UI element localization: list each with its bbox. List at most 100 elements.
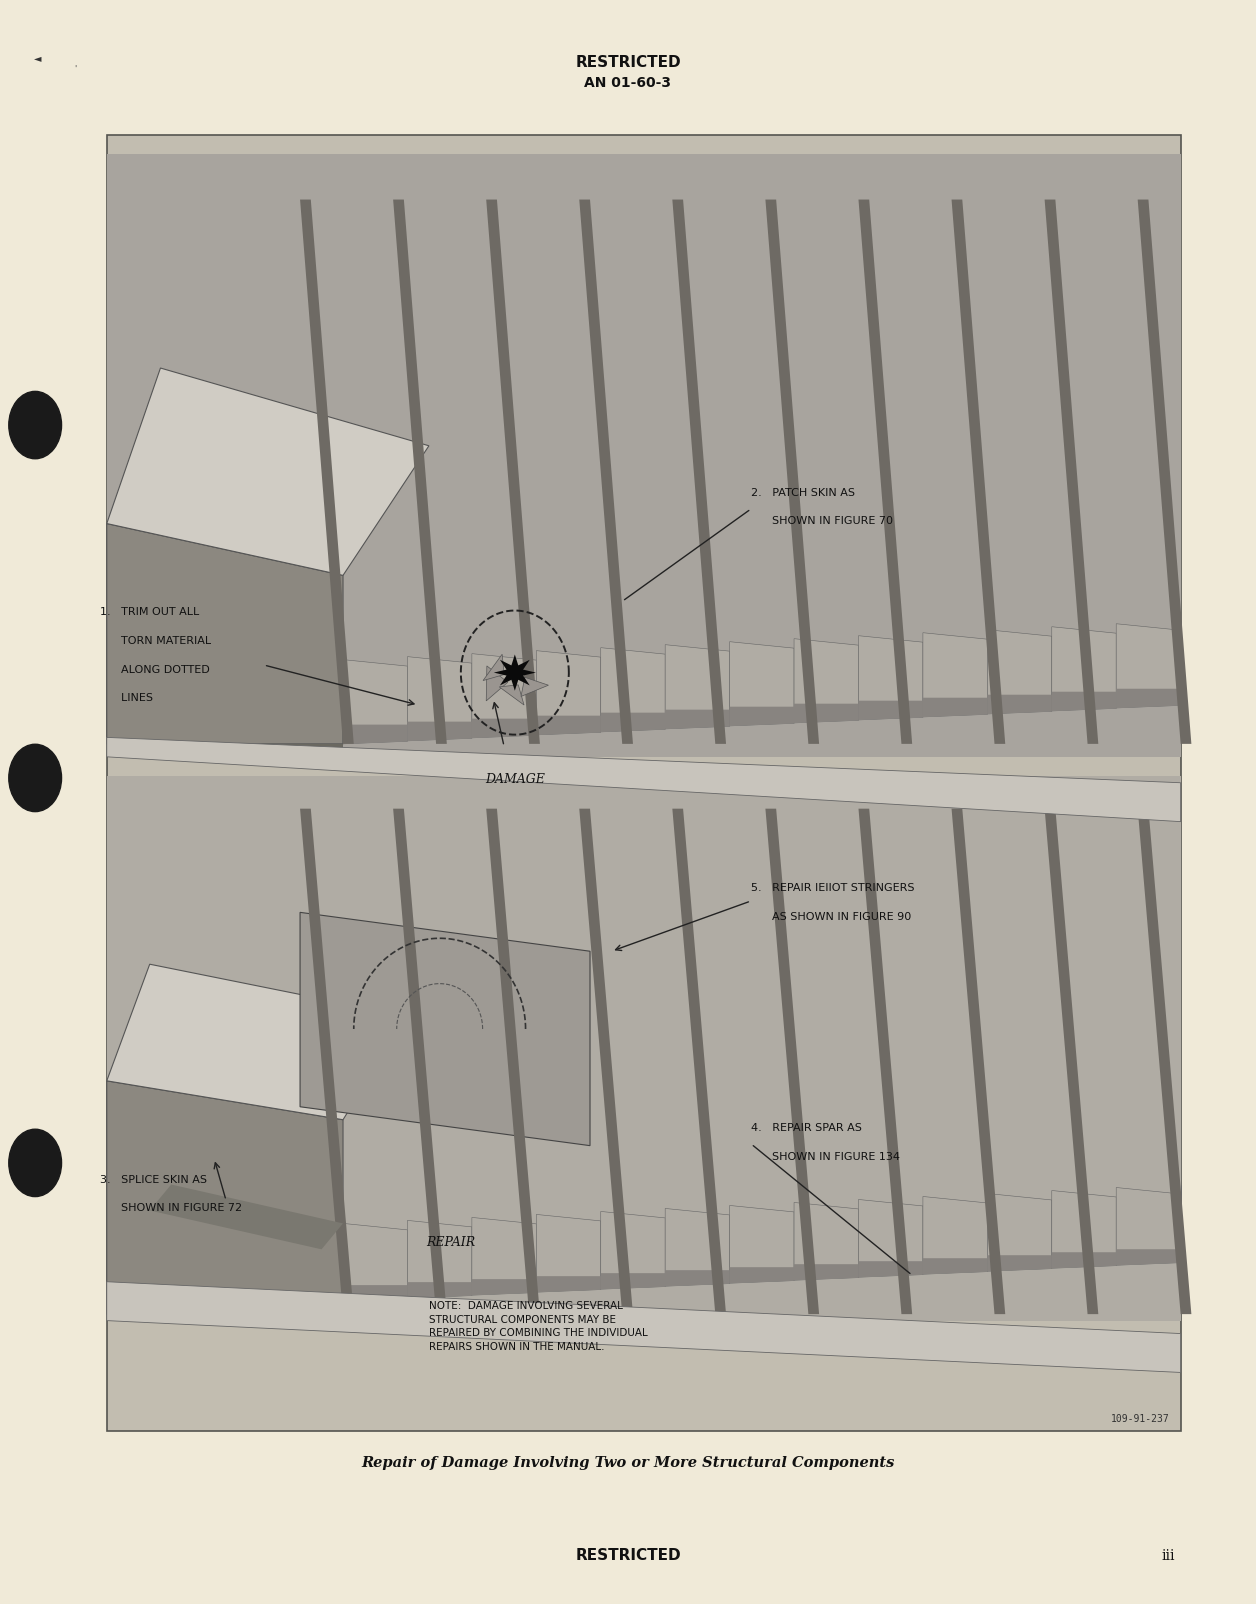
Polygon shape [1045, 808, 1098, 1314]
Polygon shape [666, 709, 730, 728]
Text: iii: iii [1162, 1549, 1174, 1562]
Polygon shape [107, 367, 430, 576]
Polygon shape [1117, 688, 1181, 707]
Polygon shape [600, 1274, 666, 1290]
Polygon shape [859, 1261, 923, 1277]
Polygon shape [407, 1221, 472, 1298]
Polygon shape [859, 199, 912, 744]
Polygon shape [859, 1200, 923, 1277]
Polygon shape [1117, 1250, 1181, 1266]
Polygon shape [107, 1282, 1181, 1373]
Polygon shape [1138, 808, 1192, 1314]
Polygon shape [952, 808, 1005, 1314]
Polygon shape [472, 1217, 536, 1294]
Polygon shape [484, 654, 504, 680]
Polygon shape [107, 1081, 343, 1314]
Polygon shape [536, 1214, 600, 1293]
Polygon shape [300, 808, 354, 1314]
Polygon shape [1051, 627, 1117, 711]
Text: NOTE:  DAMAGE INVOLVING SEVERAL
STRUCTURAL COMPONENTS MAY BE
REPAIRED BY COMBINI: NOTE: DAMAGE INVOLVING SEVERAL STRUCTURA… [430, 1301, 648, 1352]
Text: 5.   REPAIR IEIIОТ STRINGERS: 5. REPAIR IEIIОТ STRINGERS [751, 882, 914, 893]
Polygon shape [486, 666, 507, 701]
Polygon shape [765, 808, 819, 1314]
Polygon shape [486, 808, 540, 1314]
Polygon shape [107, 738, 1181, 821]
Polygon shape [1051, 1190, 1117, 1269]
Text: ': ' [74, 64, 77, 74]
Polygon shape [300, 913, 590, 1145]
Polygon shape [859, 808, 912, 1314]
Text: SHOWN IN FIGURE 70: SHOWN IN FIGURE 70 [751, 516, 893, 526]
Polygon shape [859, 635, 923, 720]
Polygon shape [579, 808, 633, 1314]
Polygon shape [107, 776, 1181, 1320]
Text: AS SHOWN IN FIGURE 90: AS SHOWN IN FIGURE 90 [751, 911, 912, 922]
Text: SHOWN IN FIGURE 134: SHOWN IN FIGURE 134 [751, 1152, 901, 1161]
Polygon shape [393, 199, 447, 744]
Text: TORN MATERIAL: TORN MATERIAL [100, 635, 211, 646]
Polygon shape [987, 1256, 1051, 1272]
Text: ALONG DOTTED: ALONG DOTTED [100, 664, 210, 675]
Polygon shape [923, 1258, 987, 1274]
Text: SHOWN IN FIGURE 72: SHOWN IN FIGURE 72 [100, 1203, 242, 1213]
Text: RESTRICTED: RESTRICTED [575, 1548, 681, 1564]
Polygon shape [343, 1224, 407, 1301]
Text: 1.   TRIM OUT ALL: 1. TRIM OUT ALL [100, 606, 200, 618]
Polygon shape [472, 719, 536, 738]
Polygon shape [486, 199, 540, 744]
Polygon shape [521, 677, 549, 696]
Text: Repair of Damage Involving Two or More Structural Components: Repair of Damage Involving Two or More S… [362, 1456, 894, 1469]
Text: 4.   REPAIR SPAR AS: 4. REPAIR SPAR AS [751, 1123, 862, 1132]
Polygon shape [107, 964, 407, 1120]
Polygon shape [107, 523, 343, 744]
Text: 109-91-237: 109-91-237 [1112, 1415, 1169, 1424]
Polygon shape [300, 199, 354, 744]
Polygon shape [730, 642, 794, 727]
Polygon shape [666, 645, 730, 728]
Polygon shape [107, 154, 1181, 757]
Polygon shape [923, 632, 987, 717]
Text: DAMAGE: DAMAGE [485, 773, 545, 786]
Polygon shape [600, 648, 666, 731]
Polygon shape [952, 199, 1005, 744]
Polygon shape [765, 199, 819, 744]
Polygon shape [1051, 691, 1117, 711]
Text: 2.   PATCH SKIN AS: 2. PATCH SKIN AS [751, 488, 855, 497]
Polygon shape [600, 712, 666, 731]
Text: LINES: LINES [100, 693, 153, 704]
Polygon shape [859, 701, 923, 720]
Polygon shape [666, 1208, 730, 1286]
Polygon shape [923, 1197, 987, 1274]
Polygon shape [730, 1267, 794, 1283]
Polygon shape [600, 1211, 666, 1290]
Polygon shape [1117, 1187, 1181, 1266]
Polygon shape [987, 695, 1051, 714]
Polygon shape [1045, 199, 1098, 744]
Polygon shape [107, 744, 343, 757]
Polygon shape [494, 654, 536, 691]
Circle shape [9, 391, 62, 459]
Polygon shape [407, 656, 472, 741]
Polygon shape [536, 1277, 600, 1293]
Text: REPAIR: REPAIR [426, 1237, 475, 1250]
Polygon shape [794, 1264, 859, 1280]
Polygon shape [343, 659, 407, 744]
Circle shape [9, 744, 62, 812]
Circle shape [9, 1129, 62, 1197]
Polygon shape [672, 199, 726, 744]
Polygon shape [393, 808, 447, 1314]
Text: RESTRICTED: RESTRICTED [575, 55, 681, 71]
Polygon shape [1051, 1253, 1117, 1269]
Polygon shape [672, 808, 726, 1314]
Polygon shape [923, 698, 987, 717]
Polygon shape [536, 651, 600, 735]
Polygon shape [987, 630, 1051, 714]
Polygon shape [149, 1184, 343, 1250]
Polygon shape [407, 722, 472, 741]
Text: AN 01-60-3: AN 01-60-3 [584, 77, 672, 90]
Polygon shape [472, 654, 536, 738]
Polygon shape [730, 1206, 794, 1283]
Text: ◄: ◄ [34, 53, 41, 63]
Polygon shape [472, 1278, 536, 1294]
Polygon shape [794, 704, 859, 723]
